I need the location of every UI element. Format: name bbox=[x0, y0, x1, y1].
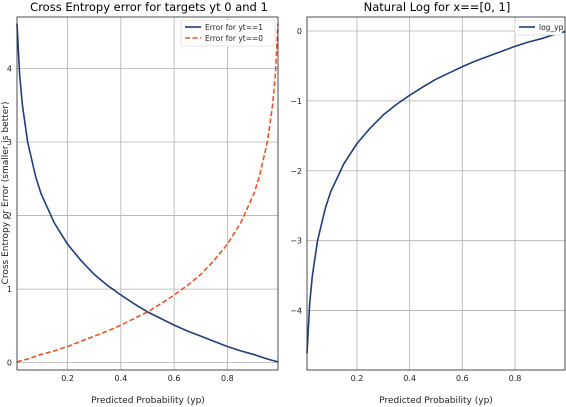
right-y-tick-label: 0 bbox=[297, 27, 302, 36]
left-x-tick-label: 0.8 bbox=[221, 374, 234, 383]
left-ticks: 0.2 0.4 0.6 0.8 0 1 2 3 4 bbox=[7, 64, 234, 383]
right-x-tick-label: 0.2 bbox=[351, 374, 364, 383]
left-plot-frame bbox=[16, 16, 279, 371]
left-y-axis-label: Cross Entropy or Error (smaller is bette… bbox=[1, 102, 11, 285]
left-y-tick-label: 3 bbox=[7, 138, 12, 147]
left-legend-label: Error for yt==0 bbox=[205, 34, 263, 43]
right-chart-panel: Natural Log for x==[0, 1] 0.2 0.4 0.6 0.8 0 −… bbox=[290, 0, 566, 406]
left-series bbox=[16, 23, 279, 363]
right-x-axis-label: Predicted Probability (yp) bbox=[379, 396, 493, 406]
right-legend-box bbox=[514, 19, 563, 36]
left-y-tick-label: 1 bbox=[7, 285, 12, 294]
left-legend-label: Error for yt==1 bbox=[205, 23, 263, 32]
left-chart-title: Cross Entropy error for targets yt 0 and… bbox=[30, 0, 268, 14]
right-x-tick-label: 0.6 bbox=[456, 374, 469, 383]
left-y-tick-label: 0 bbox=[7, 359, 12, 368]
right-y-tick-label: −4 bbox=[290, 307, 302, 316]
right-legend-label: log_yp bbox=[539, 23, 564, 32]
left-y-tick-label: 4 bbox=[7, 64, 12, 73]
right-y-tick-label: −1 bbox=[290, 97, 302, 106]
left-y-tick-label: 2 bbox=[7, 212, 12, 221]
right-plot-frame bbox=[306, 16, 566, 371]
right-x-tick-label: 0.4 bbox=[403, 374, 416, 383]
right-grid bbox=[307, 17, 565, 370]
right-y-tick-label: −3 bbox=[290, 237, 302, 246]
left-x-tick-label: 0.6 bbox=[168, 374, 181, 383]
left-grid bbox=[17, 17, 278, 370]
right-y-tick-label: −2 bbox=[290, 167, 302, 176]
left-legend: Error for yt==1 Error for yt==0 bbox=[180, 19, 276, 47]
right-series bbox=[306, 30, 566, 354]
right-series-line-0 bbox=[306, 30, 566, 354]
left-x-tick-label: 0.2 bbox=[61, 374, 74, 383]
right-chart-title: Natural Log for x==[0, 1] bbox=[364, 0, 511, 14]
right-ticks: 0.2 0.4 0.6 0.8 0 −1 −2 −3 −4 bbox=[290, 27, 521, 383]
left-series-line-0 bbox=[16, 23, 279, 363]
left-legend-box bbox=[180, 19, 276, 47]
right-legend: log_yp bbox=[514, 19, 564, 36]
left-x-tick-label: 0.4 bbox=[115, 374, 128, 383]
left-chart-panel: Cross Entropy error for targets yt 0 and… bbox=[1, 0, 279, 406]
right-x-tick-label: 0.8 bbox=[509, 374, 522, 383]
left-series-line-1 bbox=[16, 23, 279, 363]
left-x-axis-label: Predicted Probability (yp) bbox=[91, 396, 205, 406]
